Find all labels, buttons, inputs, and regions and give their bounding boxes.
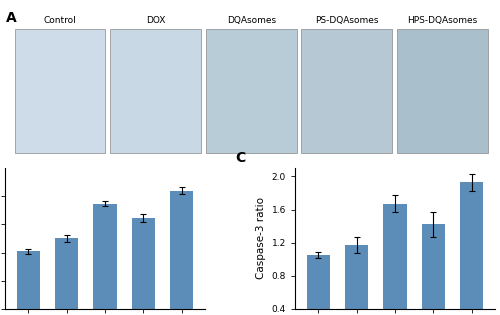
Bar (132, 218, 155, 309)
FancyBboxPatch shape (110, 30, 201, 153)
Bar (345, 245, 368, 315)
Text: PS-DQAsomes: PS-DQAsomes (315, 16, 378, 25)
Bar (384, 204, 406, 315)
Bar (16, 251, 40, 309)
FancyBboxPatch shape (206, 30, 296, 153)
FancyBboxPatch shape (302, 30, 392, 153)
FancyBboxPatch shape (15, 30, 106, 153)
Text: A: A (6, 11, 16, 25)
Text: C: C (235, 152, 245, 165)
Text: HPS-DQAsomes: HPS-DQAsomes (407, 16, 478, 25)
Bar (170, 191, 194, 309)
Text: DOX: DOX (146, 16, 166, 25)
Bar (460, 182, 483, 315)
Bar (55, 238, 78, 309)
Bar (94, 203, 116, 309)
Text: Control: Control (44, 16, 76, 25)
Bar (422, 224, 445, 315)
Bar (306, 255, 330, 315)
Y-axis label: Caspase-3 ratio: Caspase-3 ratio (256, 198, 266, 279)
FancyBboxPatch shape (397, 30, 488, 153)
Text: DQAsomes: DQAsomes (226, 16, 276, 25)
